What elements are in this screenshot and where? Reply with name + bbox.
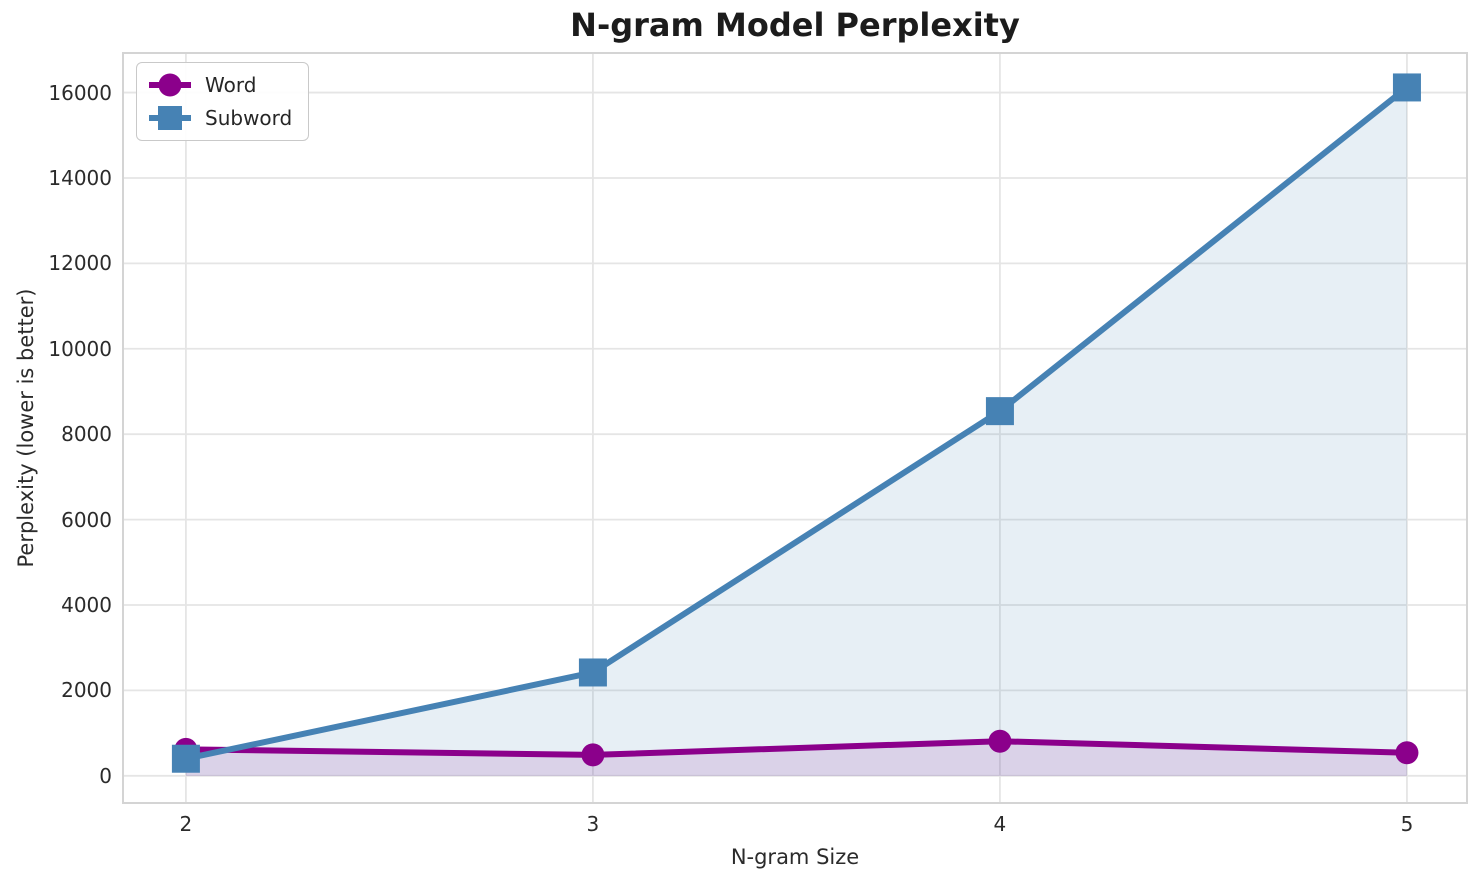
y-tick-label: 4000 bbox=[61, 593, 112, 617]
data-point-subword bbox=[171, 744, 200, 773]
data-point-word bbox=[1395, 741, 1419, 765]
x-tick-label: 5 bbox=[1400, 812, 1414, 836]
x-tick-label: 4 bbox=[993, 812, 1007, 836]
legend-label: Word bbox=[205, 73, 257, 97]
plot-border bbox=[122, 52, 1468, 804]
legend-item-word: Word bbox=[147, 71, 292, 99]
legend-item-subword: Subword bbox=[147, 104, 292, 132]
x-axis-label: N-gram Size bbox=[730, 845, 860, 869]
series-line-word bbox=[185, 738, 1408, 758]
plot-area bbox=[122, 52, 1468, 804]
y-tick-label: 16000 bbox=[48, 80, 112, 105]
y-tick-label: 0 bbox=[99, 763, 112, 788]
data-point-subword bbox=[985, 397, 1014, 426]
legend: Word Subword bbox=[136, 62, 310, 141]
y-tick-label: 14000 bbox=[48, 165, 112, 190]
x-tick-label: 2 bbox=[179, 812, 193, 836]
legend-marker-circle-icon bbox=[149, 73, 191, 97]
legend-marker-square-icon bbox=[149, 106, 191, 130]
y-tick-label: 8000 bbox=[61, 422, 112, 447]
area-fill-word bbox=[185, 741, 1407, 776]
data-point-subword bbox=[578, 658, 607, 687]
series-line-subword bbox=[185, 85, 1409, 762]
data-point-word bbox=[988, 729, 1012, 753]
data-point-subword bbox=[1392, 73, 1421, 102]
y-tick-label: 10000 bbox=[48, 336, 112, 361]
y-tick-label: 6000 bbox=[61, 507, 112, 532]
y-tick-label: 12000 bbox=[48, 251, 112, 276]
y-tick-label: 2000 bbox=[61, 678, 112, 703]
data-point-word bbox=[581, 743, 605, 767]
legend-label: Subword bbox=[205, 106, 293, 130]
x-tick-label: 3 bbox=[586, 812, 600, 836]
chart-title: N-gram Model Perplexity bbox=[570, 6, 1020, 44]
area-fill-subword bbox=[185, 87, 1407, 776]
